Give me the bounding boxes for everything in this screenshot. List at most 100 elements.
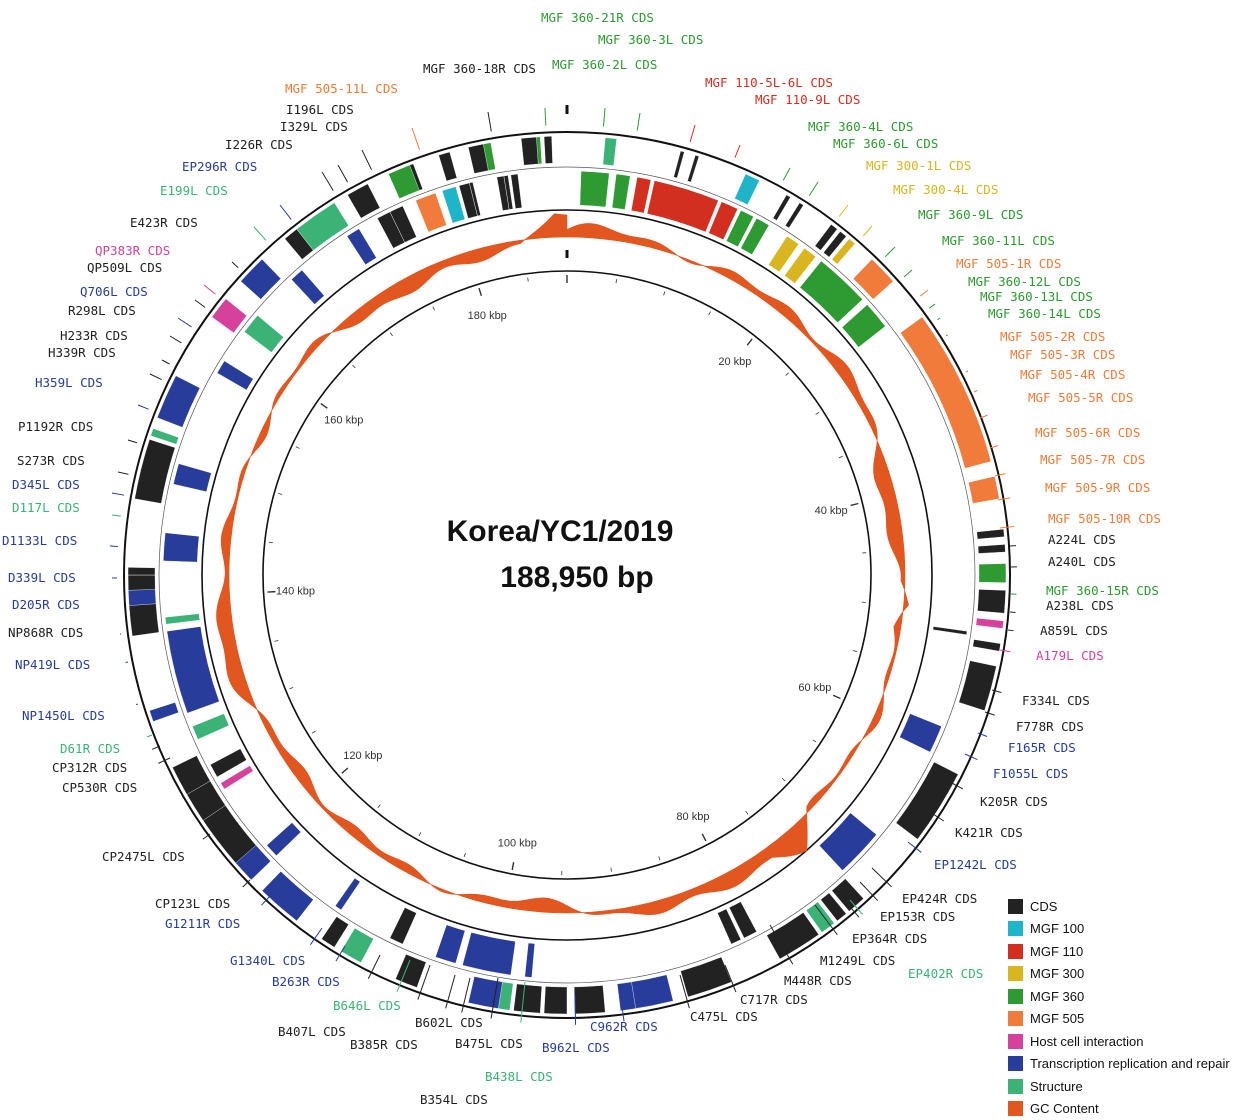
gene-label: MGF 360-14L CDS bbox=[988, 306, 1101, 321]
kbp-label: 20 kbp bbox=[718, 356, 751, 368]
gene-label: MGF 360-13L CDS bbox=[980, 289, 1093, 304]
gene-leader-line bbox=[995, 474, 1005, 476]
gene-leader-line bbox=[112, 493, 124, 495]
scale-tick bbox=[390, 333, 392, 336]
gene-label: NP419L CDS bbox=[15, 657, 90, 672]
gene-leader-line bbox=[322, 172, 333, 190]
gene-label: MGF 360-15R CDS bbox=[1046, 583, 1159, 598]
legend-item: CDS bbox=[1008, 895, 1248, 918]
scale-tick bbox=[813, 740, 816, 742]
gene-leader-line bbox=[118, 472, 128, 474]
gene-label: B263R CDS bbox=[272, 974, 340, 989]
scale-tick bbox=[709, 312, 711, 316]
gene-feature-block bbox=[163, 533, 199, 562]
gene-feature-block bbox=[244, 315, 283, 352]
legend-label: MGF 110 bbox=[1030, 944, 1083, 959]
scale-tick bbox=[342, 768, 348, 773]
gene-feature-block bbox=[735, 174, 760, 205]
gene-label: B385R CDS bbox=[350, 1037, 418, 1052]
gene-leader-line bbox=[637, 113, 640, 131]
gene-label: MGF 360-18R CDS bbox=[423, 61, 536, 76]
origin-marker bbox=[566, 105, 569, 114]
gene-feature-block bbox=[395, 954, 426, 987]
gene-feature-block bbox=[390, 908, 417, 945]
scale-tick bbox=[782, 778, 785, 781]
gene-label: K421R CDS bbox=[955, 825, 1023, 840]
scale-tick bbox=[616, 279, 617, 283]
gene-label: G1340L CDS bbox=[230, 953, 305, 968]
scale-tick bbox=[839, 456, 843, 458]
gene-feature-block bbox=[525, 943, 535, 977]
gene-label: QP509L CDS bbox=[87, 260, 162, 275]
legend-label: CDS bbox=[1030, 899, 1057, 914]
gene-label: MGF 110-5L-6L CDS bbox=[705, 75, 833, 90]
gene-label: F165R CDS bbox=[1008, 740, 1076, 755]
gene-label: EP153R CDS bbox=[880, 909, 955, 924]
gene-label: I226R CDS bbox=[225, 137, 293, 152]
gene-leader-line bbox=[603, 108, 605, 126]
legend-label: MGF 100 bbox=[1030, 921, 1084, 936]
gene-label: G1211R CDS bbox=[165, 916, 240, 931]
gene-label: MGF 360-2L CDS bbox=[552, 57, 657, 72]
gene-leader-line bbox=[170, 336, 181, 343]
scale-tick bbox=[747, 339, 752, 345]
scale-tick bbox=[321, 404, 328, 409]
gene-label: EP402R CDS bbox=[908, 966, 983, 981]
legend-label: MGF 300 bbox=[1030, 966, 1084, 981]
legend-swatch bbox=[1008, 1101, 1023, 1116]
gene-label: EP296R CDS bbox=[182, 159, 257, 174]
scale-tick bbox=[464, 853, 465, 857]
legend-swatch bbox=[1008, 966, 1023, 981]
gene-leader-line bbox=[1000, 650, 1010, 652]
gene-label: MGF 110-9L CDS bbox=[755, 92, 860, 107]
gene-label: MGF 505-11L CDS bbox=[285, 81, 398, 96]
gene-feature-block bbox=[773, 195, 790, 221]
gene-feature-block bbox=[157, 376, 200, 428]
gene-label: MGF 360-21R CDS bbox=[541, 10, 654, 25]
gene-label: MGF 505-10R CDS bbox=[1048, 511, 1161, 526]
gene-feature-block bbox=[267, 823, 301, 856]
gene-label: EP424R CDS bbox=[902, 891, 977, 906]
legend-label: Structure bbox=[1030, 1079, 1083, 1094]
gene-feature-block bbox=[819, 813, 876, 871]
gene-leader-line bbox=[809, 182, 818, 196]
gene-label: M448R CDS bbox=[784, 973, 852, 988]
gene-leader-line bbox=[1008, 630, 1014, 631]
gene-feature-block bbox=[291, 270, 324, 304]
gene-feature-block bbox=[335, 878, 360, 910]
gene-feature-block bbox=[416, 193, 447, 232]
scale-tick bbox=[353, 365, 356, 368]
gene-feature-block bbox=[767, 912, 819, 958]
legend-swatch bbox=[1008, 1079, 1023, 1094]
gene-label: CP530R CDS bbox=[62, 780, 137, 795]
scale-tick bbox=[312, 731, 315, 733]
gene-label: F778R CDS bbox=[1016, 719, 1084, 734]
gene-label: C475L CDS bbox=[690, 1009, 758, 1024]
gene-feature-block bbox=[544, 986, 567, 1014]
gene-feature-block bbox=[580, 171, 609, 207]
gene-leader-line bbox=[112, 515, 121, 516]
legend-swatch bbox=[1008, 1056, 1023, 1071]
gene-feature-block bbox=[167, 626, 219, 713]
legend-swatch bbox=[1008, 1034, 1023, 1049]
gene-label: I196L CDS bbox=[286, 102, 354, 117]
gene-feature-block bbox=[544, 136, 553, 163]
scale-tick bbox=[419, 832, 421, 835]
gene-feature-block bbox=[513, 984, 541, 1013]
gene-leader-line bbox=[138, 405, 149, 409]
gene-label: B354L CDS bbox=[420, 1092, 488, 1107]
gene-label: F1055L CDS bbox=[993, 766, 1068, 781]
gene-label: A238L CDS bbox=[1046, 598, 1114, 613]
gene-leader-line bbox=[575, 995, 576, 1025]
gene-label: P1192R CDS bbox=[18, 419, 93, 434]
scale-tick bbox=[702, 834, 706, 841]
legend-item: Transcription replication and repair bbox=[1008, 1053, 1248, 1076]
gene-feature-block bbox=[976, 618, 1004, 628]
legend-label: Host cell interaction bbox=[1030, 1034, 1143, 1049]
scale-tick bbox=[664, 291, 665, 295]
gene-leader-line bbox=[872, 868, 892, 887]
gene-label: B407L CDS bbox=[278, 1024, 346, 1039]
gene-leader-line bbox=[162, 360, 170, 364]
gene-feature-block bbox=[322, 917, 349, 948]
gene-feature-block bbox=[647, 181, 718, 232]
